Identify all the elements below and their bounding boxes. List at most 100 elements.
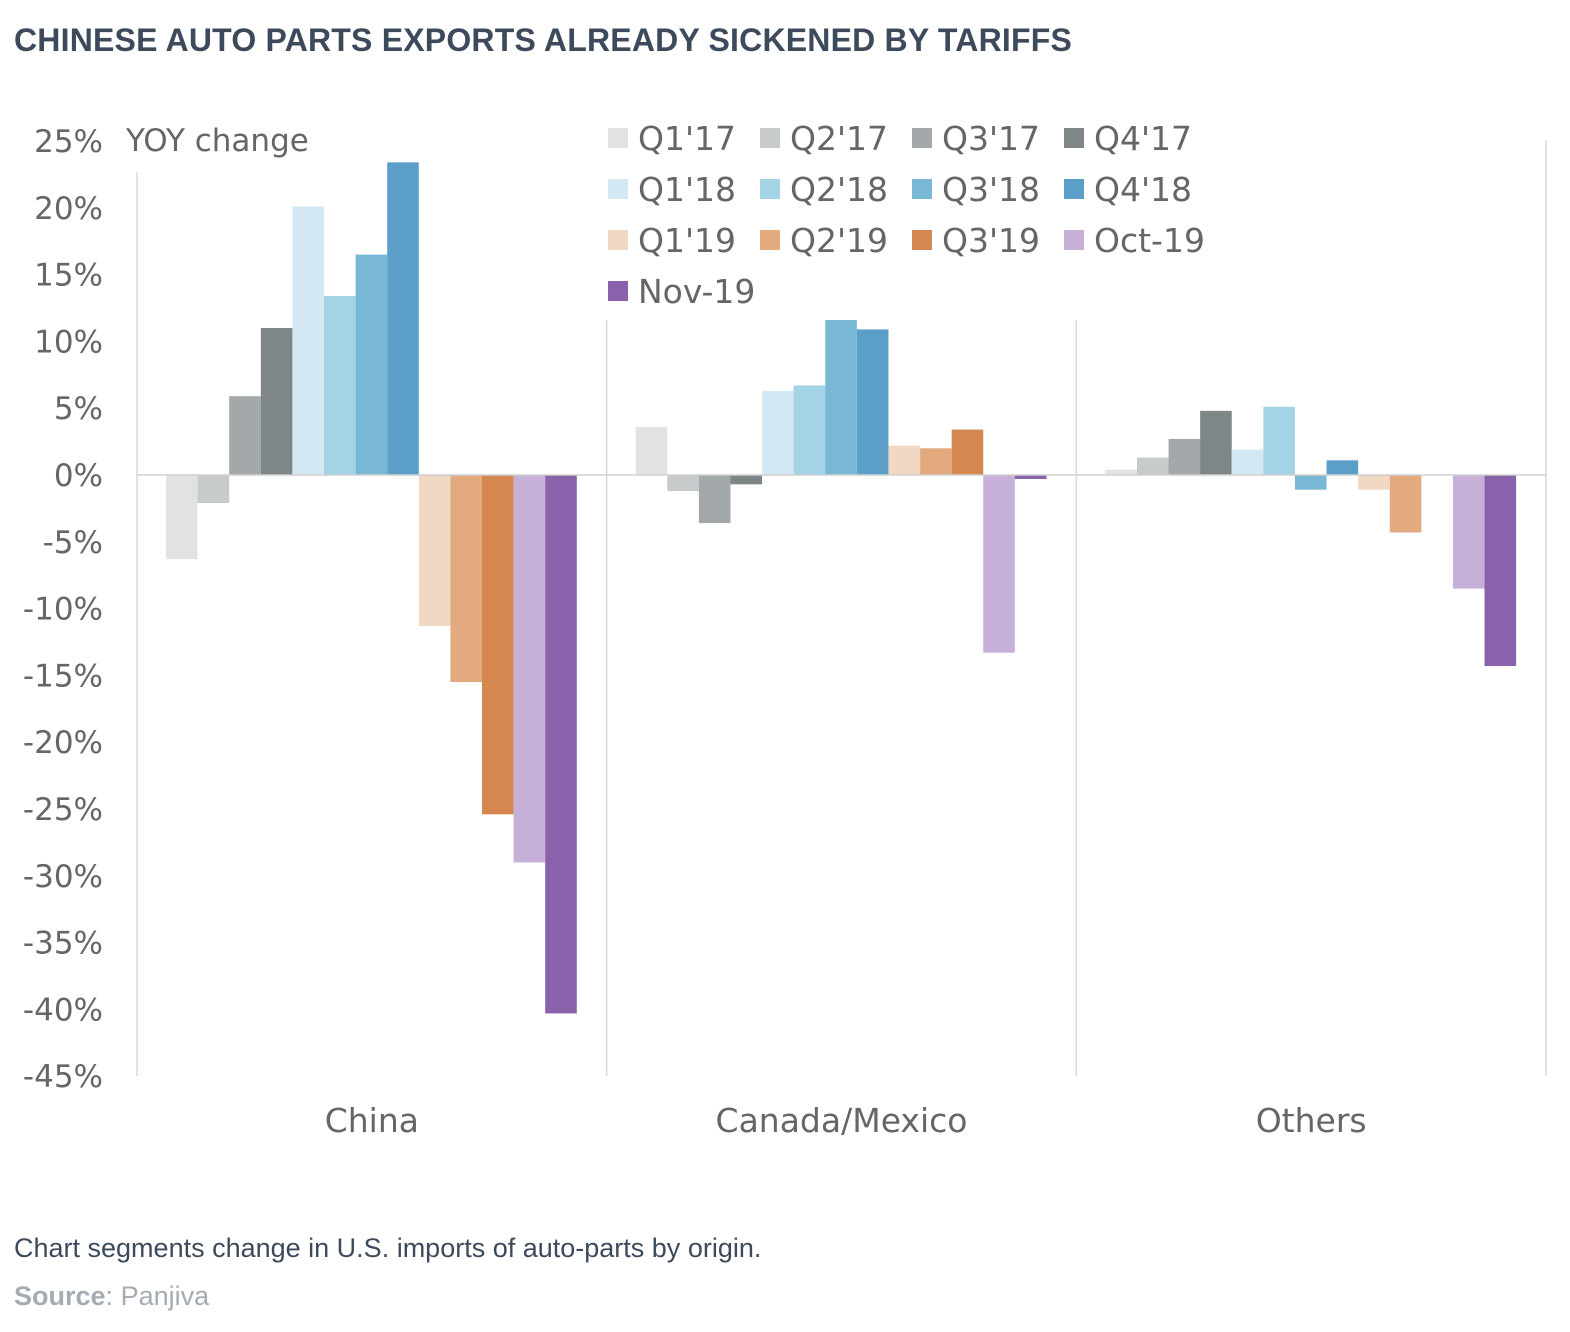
legend-swatch xyxy=(912,128,932,148)
bar xyxy=(292,206,324,476)
legend-label: Q1'18 xyxy=(638,170,736,209)
legend-item: Q4'18 xyxy=(1064,170,1192,209)
legend-label: Q1'19 xyxy=(638,221,736,260)
y-tick-label: -5% xyxy=(43,525,103,561)
bar xyxy=(450,475,482,683)
legend-item: Q2'19 xyxy=(760,221,888,260)
y-tick-label: 10% xyxy=(34,324,103,360)
bar xyxy=(951,429,984,475)
legend-label: Q2'17 xyxy=(790,119,888,158)
bar xyxy=(698,475,731,524)
legend-item: Q1'18 xyxy=(608,170,736,209)
bar xyxy=(1294,475,1327,490)
y-tick-label: -30% xyxy=(23,859,103,895)
legend-label: Q2'19 xyxy=(790,221,888,260)
y-tick-label: -25% xyxy=(23,792,103,828)
legend-label: Q2'18 xyxy=(790,170,888,209)
y-tick-label: -20% xyxy=(23,725,103,761)
legend-item: Q1'19 xyxy=(608,221,736,260)
category-label: Canada/Mexico xyxy=(716,1101,968,1140)
legend-label: Oct-19 xyxy=(1094,221,1205,260)
y-tick-label: 15% xyxy=(34,258,103,294)
y-axis: 25% 20% 15% 10% 5% 0% -5% -10% -15% -20% -25% -30% -… xyxy=(23,124,103,1095)
bar xyxy=(1168,438,1201,475)
category-labels: China Canada/Mexico Others xyxy=(325,1101,1367,1140)
chart-caption: Chart segments change in U.S. imports of… xyxy=(14,1233,762,1263)
bar xyxy=(1263,406,1295,475)
legend-item: Q3'18 xyxy=(912,170,1040,209)
legend-label: Q4'17 xyxy=(1094,119,1192,158)
bar xyxy=(1136,457,1169,475)
bar xyxy=(825,320,857,475)
y-tick-label: -15% xyxy=(23,658,103,694)
legend-swatch xyxy=(760,230,780,250)
legend-swatch xyxy=(912,179,932,199)
bar xyxy=(1105,469,1137,475)
legend-swatch xyxy=(608,128,628,148)
category-label: China xyxy=(325,1101,419,1140)
bar xyxy=(387,162,419,475)
bar xyxy=(1326,460,1359,475)
bar xyxy=(418,475,451,626)
legend-label: Q3'17 xyxy=(942,119,1040,158)
bar xyxy=(888,445,921,475)
bar xyxy=(1389,475,1422,533)
bar xyxy=(920,448,952,475)
bar xyxy=(793,385,826,475)
y-tick-label: 0% xyxy=(54,458,103,494)
legend-label: Q3'18 xyxy=(942,170,1040,209)
bar xyxy=(197,475,230,504)
bar xyxy=(730,475,763,485)
legend-label: Q4'18 xyxy=(1094,170,1192,209)
legend-swatch xyxy=(608,230,628,250)
bar xyxy=(166,475,198,560)
legend-item: Q4'17 xyxy=(1064,119,1192,158)
bar xyxy=(983,475,1015,653)
legend-item: Q3'17 xyxy=(912,119,1040,158)
bar xyxy=(856,329,889,475)
category-dividers xyxy=(136,140,1547,1077)
legend-swatch xyxy=(912,230,932,250)
legend-item: Q1'17 xyxy=(608,119,736,158)
bar xyxy=(1014,475,1047,480)
bar-chart: 25% 20% 15% 10% 5% 0% -5% -10% -15% -20% -25% -30% -… xyxy=(23,119,1547,1140)
legend-swatch xyxy=(760,128,780,148)
y-tick-label: 5% xyxy=(54,391,103,427)
legend-item: Q2'17 xyxy=(760,119,888,158)
bar xyxy=(355,254,388,475)
y-tick-label: -40% xyxy=(23,992,103,1028)
source-separator: : xyxy=(105,1281,114,1311)
legend-item: Nov-19 xyxy=(608,272,755,311)
legend-label: Q3'19 xyxy=(942,221,1040,260)
legend-label: Nov-19 xyxy=(638,272,755,311)
y-tick-label: 20% xyxy=(34,191,103,227)
y-tick-label: 25% xyxy=(34,124,103,160)
legend-swatch xyxy=(608,179,628,199)
bar xyxy=(324,295,356,475)
bar xyxy=(260,328,293,475)
legend-swatch xyxy=(608,281,628,301)
bars xyxy=(166,162,1517,1014)
chart-title: CHINESE AUTO PARTS EXPORTS ALREADY SICKE… xyxy=(14,22,1073,58)
bar xyxy=(762,390,794,475)
source-line: Source: Panjiva xyxy=(14,1281,209,1312)
legend-item: Q2'18 xyxy=(760,170,888,209)
bar xyxy=(1231,449,1264,475)
legend-swatch xyxy=(1064,230,1084,250)
bar xyxy=(1452,475,1485,589)
bar xyxy=(1358,475,1390,490)
y-axis-label: YOY change xyxy=(125,123,309,159)
y-tick-label: -45% xyxy=(23,1059,103,1095)
bar xyxy=(513,475,546,863)
legend-swatch xyxy=(760,179,780,199)
bar xyxy=(1200,410,1232,475)
bar xyxy=(545,475,577,1014)
bar xyxy=(482,475,514,815)
legend-label: Q1'17 xyxy=(638,119,736,158)
legend-swatch xyxy=(1064,128,1084,148)
y-tick-label: -35% xyxy=(23,926,103,962)
legend: Q1'17 Q2'17 Q3'17 Q4'17 Q1'18 Q2'18 Q3'18 Q4'18… xyxy=(608,119,1205,311)
legend-swatch xyxy=(1064,179,1084,199)
bar xyxy=(229,396,261,475)
source-label: Source xyxy=(14,1281,106,1311)
